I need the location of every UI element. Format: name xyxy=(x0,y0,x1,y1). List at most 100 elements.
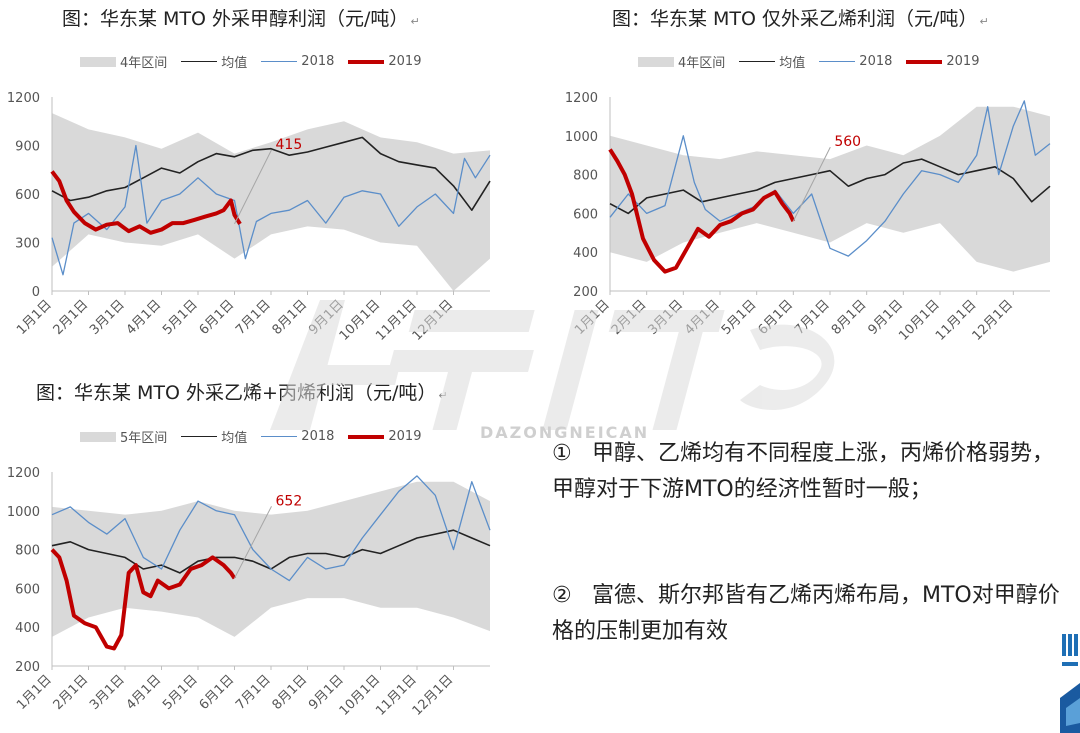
series-2018-line xyxy=(51,144,491,276)
range-band xyxy=(610,106,1050,272)
mean-swatch-icon xyxy=(181,436,218,437)
note-2-number: ② xyxy=(552,583,572,608)
series-mean-line xyxy=(51,136,491,211)
s2018-swatch-icon xyxy=(261,436,298,437)
x-tick-label: 7月1日 xyxy=(233,672,274,713)
annotation-leader-line xyxy=(234,149,272,225)
s2018-swatch-icon xyxy=(261,61,298,62)
s2019-swatch-icon xyxy=(348,434,385,439)
legend-2019: 2019 xyxy=(348,54,421,69)
x-tick-label: 4月1日 xyxy=(124,672,165,713)
mean-swatch-icon xyxy=(739,61,776,62)
band-swatch-icon xyxy=(638,56,674,67)
annotation-label: 415 xyxy=(276,137,303,153)
y-tick-label: 1200 xyxy=(7,466,40,481)
x-tick-label: 12月1日 xyxy=(410,297,457,344)
y-tick-label: 400 xyxy=(15,621,40,636)
annotation-leader-line xyxy=(234,506,272,579)
x-tick-label: 1月1日 xyxy=(14,297,55,338)
series-2018-line xyxy=(609,100,1051,257)
x-tick-label: 5月1日 xyxy=(160,672,201,713)
y-tick-label: 600 xyxy=(15,582,40,597)
y-tick-label: 300 xyxy=(15,237,40,252)
y-tick-label: 400 xyxy=(573,246,598,261)
chart3-legend: 5年区间 均值 2018 2019 xyxy=(80,427,421,446)
chart2-title: 图：华东某 MTO 仅外采乙烯利润（元/吨） ↵ xyxy=(612,8,989,30)
series-2018-line xyxy=(51,475,491,582)
corner-logo-fragment-icon xyxy=(1060,634,1080,733)
y-tick-label: 600 xyxy=(15,188,40,203)
y-tick-label: 200 xyxy=(573,285,598,300)
note-2-text: 富德、斯尔邦皆有乙烯丙烯布局，MTO对甲醇价格的压制更加有效 xyxy=(552,583,1060,644)
series-mean-line xyxy=(609,158,1051,215)
x-tick-label: 1月1日 xyxy=(572,297,613,338)
x-tick-label: 5月1日 xyxy=(719,297,760,338)
series-2019-line xyxy=(50,170,242,235)
x-tick-label: 8月1日 xyxy=(270,672,311,713)
x-tick-label: 3月1日 xyxy=(87,672,128,713)
band-swatch-icon xyxy=(80,431,116,442)
x-tick-label: 7月1日 xyxy=(792,297,833,338)
chart3-title: 图：华东某 MTO 外采乙烯+丙烯利润（元/吨） ↵ xyxy=(36,382,448,404)
x-tick-label: 2月1日 xyxy=(51,672,92,713)
y-tick-label: 600 xyxy=(573,207,598,222)
chart1-title: 图：华东某 MTO 外采甲醇利润（元/吨） ↵ xyxy=(62,8,420,30)
x-tick-label: 5月1日 xyxy=(160,297,201,338)
chart2-legend: 4年区间 均值 2018 2019 xyxy=(638,52,979,71)
x-tick-label: 1月1日 xyxy=(14,672,55,713)
y-tick-label: 800 xyxy=(15,544,40,559)
y-tick-label: 1200 xyxy=(7,91,40,106)
s2019-swatch-icon xyxy=(348,59,385,64)
legend-band: 4年区间 xyxy=(80,52,167,71)
legend-2018: 2018 xyxy=(261,54,334,69)
legend-band: 4年区间 xyxy=(638,52,725,71)
note-2: ② 富德、斯尔邦皆有乙烯丙烯布局，MTO对甲醇价格的压制更加有效 xyxy=(552,578,1072,649)
x-tick-label: 2月1日 xyxy=(609,297,650,338)
note-1-text: 甲醇、乙烯均有不同程度上涨，丙烯价格弱势，甲醇对于下游MTO的经济性暂时一般； xyxy=(552,441,1055,502)
annotation-leader-line xyxy=(792,146,831,222)
range-band xyxy=(52,113,490,291)
y-tick-label: 0 xyxy=(32,285,40,300)
x-tick-label: 8月1日 xyxy=(829,297,870,338)
legend-band: 5年区间 xyxy=(80,427,167,446)
range-band xyxy=(52,481,490,637)
y-tick-label: 1000 xyxy=(7,505,40,520)
legend-2019: 2019 xyxy=(348,429,421,444)
x-tick-label: 4月1日 xyxy=(124,297,165,338)
series-2019-line xyxy=(50,548,237,651)
series-2019-line xyxy=(608,148,796,274)
chart1-legend: 4年区间 均值 2018 2019 xyxy=(80,52,421,71)
s2018-swatch-icon xyxy=(819,61,856,62)
legend-mean: 均值 xyxy=(181,427,247,446)
chart2-plot: 200 400 600 800 1000 1200 1月1日2月1日3月1日4月1日5月1日… xyxy=(565,91,1051,344)
return-mark-icon: ↵ xyxy=(979,15,989,28)
x-tick-label: 6月1日 xyxy=(755,297,796,338)
x-tick-label: 3月1日 xyxy=(87,297,128,338)
s2019-swatch-icon xyxy=(906,59,943,64)
y-tick-label: 1000 xyxy=(565,130,598,145)
x-tick-label: 8月1日 xyxy=(270,297,311,338)
annotation-label: 560 xyxy=(834,134,861,150)
legend-2019: 2019 xyxy=(906,54,979,69)
chart1-plot: 0 300 600 900 1200 1月1日2月1日3月1日4月1日5月1日6月1日7月… xyxy=(7,91,491,344)
legend-mean: 均值 xyxy=(739,52,805,71)
x-tick-label: 6月1日 xyxy=(197,672,238,713)
note-1-number: ① xyxy=(552,441,572,466)
x-tick-label: 3月1日 xyxy=(645,297,686,338)
return-mark-icon: ↵ xyxy=(410,15,420,28)
note-1: ① 甲醇、乙烯均有不同程度上涨，丙烯价格弱势，甲醇对于下游MTO的经济性暂时一般； xyxy=(552,436,1072,507)
y-tick-label: 800 xyxy=(573,169,598,184)
mean-swatch-icon xyxy=(181,61,218,62)
chart3-plot: 200 400 600 800 1000 1200 1月1日2月1日3月1日4月1日5月1日… xyxy=(7,466,491,719)
legend-2018: 2018 xyxy=(261,429,334,444)
y-tick-label: 900 xyxy=(15,140,40,155)
legend-mean: 均值 xyxy=(181,52,247,71)
y-tick-label: 1200 xyxy=(565,91,598,106)
x-tick-label: 12月1日 xyxy=(970,297,1017,344)
x-tick-label: 2月1日 xyxy=(51,297,92,338)
x-tick-label: 7月1日 xyxy=(233,297,274,338)
y-tick-label: 200 xyxy=(15,660,40,675)
x-tick-label: 6月1日 xyxy=(197,297,238,338)
band-swatch-icon xyxy=(80,56,116,67)
annotation-label: 652 xyxy=(276,493,303,509)
